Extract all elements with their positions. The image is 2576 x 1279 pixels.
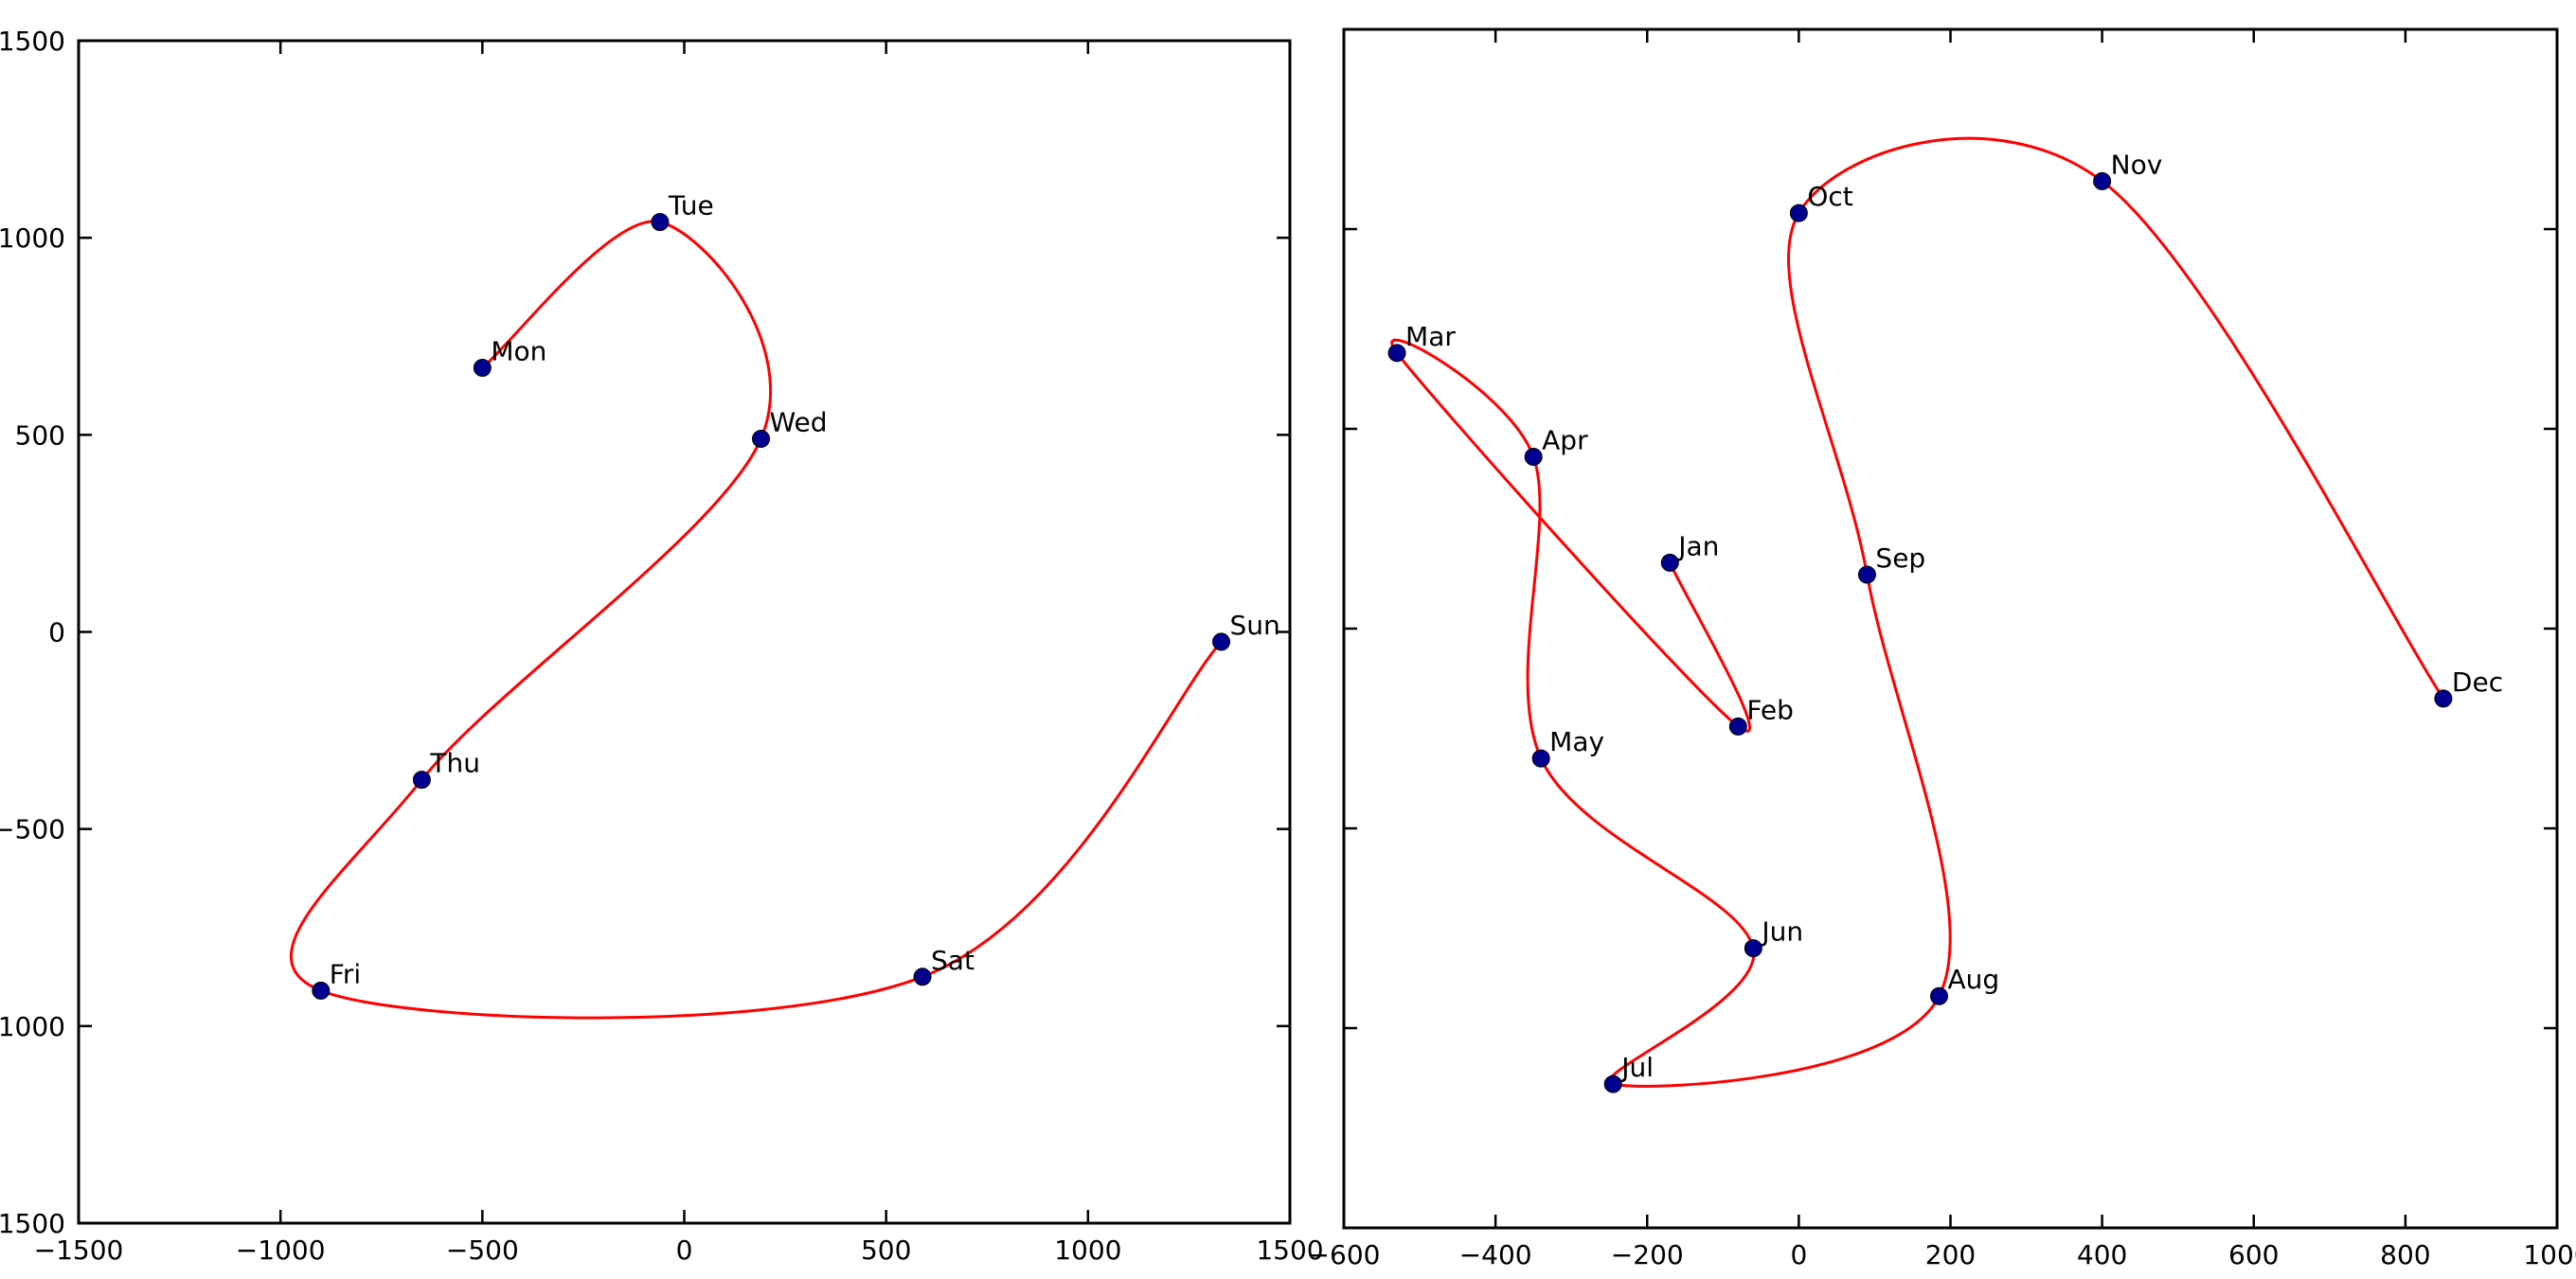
months-axes-box — [1342, 27, 2559, 1230]
data-point-marker-may — [1531, 749, 1550, 768]
data-point-label-sun: Sun — [1230, 610, 1280, 641]
data-point-label-apr: Apr — [1542, 425, 1588, 456]
months-spline-curve — [1390, 136, 2445, 1088]
data-point-marker-jul — [1603, 1075, 1622, 1093]
x-tick-label: −200 — [1611, 1239, 1684, 1270]
data-point-marker-mon — [473, 359, 492, 378]
data-point-label-mar: Mar — [1405, 321, 1456, 352]
x-tick-label: 0 — [1790, 1239, 1807, 1270]
x-tick-label: 600 — [2228, 1239, 2279, 1270]
data-point-label-sat: Sat — [931, 945, 975, 976]
x-tick-label: −1000 — [236, 1235, 326, 1266]
data-point-marker-dec — [2434, 689, 2453, 708]
data-point-label-jul: Jul — [1619, 1052, 1654, 1083]
x-tick-label: 1000 — [2523, 1239, 2576, 1270]
x-tick-label: −600 — [1308, 1239, 1381, 1270]
x-tick-label: 1500 — [1256, 1235, 1323, 1266]
data-point-label-feb: Feb — [1746, 694, 1794, 725]
data-point-label-wed: Wed — [770, 406, 828, 437]
y-tick-label: 0 — [48, 617, 65, 648]
data-point-marker-thu — [412, 771, 431, 790]
data-point-label-thu: Thu — [429, 748, 480, 779]
y-tick-label: −500 — [0, 814, 65, 845]
data-point-marker-sat — [913, 968, 932, 986]
y-tick-label: 500 — [15, 419, 65, 451]
data-point-label-nov: Nov — [2111, 149, 2163, 180]
data-point-marker-oct — [1789, 204, 1808, 222]
data-point-marker-nov — [2093, 171, 2112, 190]
data-point-marker-feb — [1728, 717, 1747, 736]
x-tick-label: −400 — [1459, 1239, 1532, 1270]
data-point-marker-apr — [1524, 448, 1543, 467]
months-plot: −600 −400 −200 0 200 400 600 800 1000 Jan Feb Mar Ap… — [1308, 27, 2576, 1270]
x-tick-label: 400 — [2077, 1239, 2127, 1270]
data-point-marker-sun — [1212, 632, 1231, 651]
data-point-marker-mar — [1387, 344, 1406, 363]
data-point-label-oct: Oct — [1807, 181, 1852, 212]
data-point-marker-sep — [1857, 565, 1876, 584]
data-point-label-tue: Tue — [668, 190, 714, 222]
data-point-label-dec: Dec — [2452, 666, 2503, 698]
data-point-marker-jan — [1660, 553, 1679, 572]
y-tick-label: 1500 — [0, 26, 65, 57]
data-point-label-aug: Aug — [1947, 964, 1999, 995]
data-point-marker-fri — [312, 981, 331, 1000]
x-tick-label: −1500 — [34, 1235, 124, 1266]
weekdays-plot: −1500 −1000 −500 0 500 1000 1500 −1500 −1000 −500… — [0, 26, 1324, 1266]
x-tick-label: 800 — [2380, 1239, 2430, 1270]
data-point-marker-aug — [1929, 986, 1948, 1005]
x-tick-label: 0 — [676, 1235, 693, 1266]
data-point-label-jun: Jun — [1760, 916, 1803, 948]
data-point-marker-tue — [651, 213, 670, 232]
data-point-label-mon: Mon — [491, 336, 546, 367]
data-point-label-fri: Fri — [330, 958, 361, 989]
y-tick-label: −1000 — [0, 1011, 65, 1042]
y-tick-label: 1000 — [0, 222, 65, 254]
x-tick-label: 200 — [1925, 1239, 1976, 1270]
data-point-marker-jun — [1744, 939, 1762, 958]
data-point-marker-wed — [752, 429, 771, 448]
x-tick-label: 500 — [861, 1235, 911, 1266]
data-point-label-may: May — [1549, 726, 1604, 757]
x-tick-label: −500 — [446, 1235, 519, 1266]
weekdays-spline-curve — [289, 220, 1224, 1020]
data-point-label-jan: Jan — [1676, 530, 1719, 561]
data-point-label-sep: Sep — [1875, 542, 1925, 574]
x-tick-label: 1000 — [1054, 1235, 1121, 1266]
y-tick-label: −1500 — [0, 1208, 65, 1239]
